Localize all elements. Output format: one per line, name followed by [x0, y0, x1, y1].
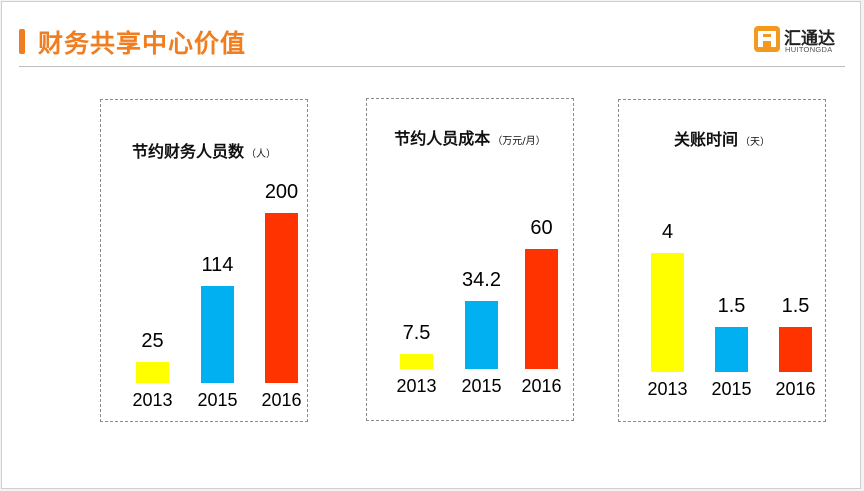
- bar-2013: [400, 354, 433, 369]
- data-label: 114: [201, 254, 234, 276]
- chart-panel-closing-time: 关账时间 （天） 4 2013 1.5 2015 1.5 2016: [618, 99, 826, 422]
- bar-2015: [465, 301, 498, 369]
- data-label: 60: [530, 217, 553, 239]
- category-label: 2016: [521, 376, 562, 396]
- chart-title-text: 节约财务人员数: [131, 142, 244, 161]
- huitongda-logo-icon: [754, 26, 780, 52]
- bar-2015: [201, 286, 234, 383]
- category-label: 2013: [647, 379, 688, 399]
- chart-title-text: 节约人员成本: [394, 129, 491, 148]
- chart-panel-cost-saved: 节约人员成本 （万元/月） 7.5 2013 34.2 2015 60 2016: [366, 98, 574, 421]
- data-label: 200: [264, 181, 299, 203]
- chart-unit: （天）: [740, 137, 770, 148]
- chart-panel-staff-saved: 节约财务人员数 （人） 25 2013 114 2015 200 2016: [100, 99, 308, 422]
- chart-title: 关账时间 （天）: [619, 126, 825, 150]
- category-label: 2016: [261, 390, 302, 410]
- bar-2016: [525, 249, 558, 369]
- logo: 汇通达 HUITONGDA: [754, 24, 846, 58]
- logo-name-en: HUITONGDA: [785, 45, 833, 54]
- bar-2016: [265, 213, 298, 383]
- bar-2013: [651, 253, 684, 372]
- title-accent-bar: [19, 29, 25, 54]
- bar-2016: [779, 327, 812, 372]
- slide-title: 财务共享中心价值: [38, 29, 247, 58]
- bar-2015: [715, 327, 748, 372]
- data-label: 1.5: [781, 295, 810, 317]
- category-label: 2016: [775, 379, 816, 399]
- chart-title: 节约人员成本 （万元/月）: [367, 125, 573, 149]
- chart-title-text: 关账时间: [673, 130, 738, 149]
- bar-2013: [136, 362, 169, 383]
- data-label: 34.2: [462, 269, 501, 291]
- category-label: 2015: [711, 379, 752, 399]
- data-label: 25: [141, 330, 164, 352]
- logo-name-cn: 汇通达: [784, 29, 835, 49]
- chart-title: 节约财务人员数 （人）: [101, 138, 307, 162]
- category-label: 2015: [461, 376, 502, 396]
- category-label: 2013: [396, 376, 437, 396]
- data-label: 4: [661, 221, 674, 243]
- category-label: 2013: [132, 390, 173, 410]
- data-label: 1.5: [717, 295, 746, 317]
- chart-unit: （人）: [246, 149, 276, 160]
- title-divider: [19, 66, 845, 67]
- chart-unit: （万元/月）: [492, 136, 546, 147]
- category-label: 2015: [197, 390, 238, 410]
- data-label: 7.5: [402, 322, 431, 344]
